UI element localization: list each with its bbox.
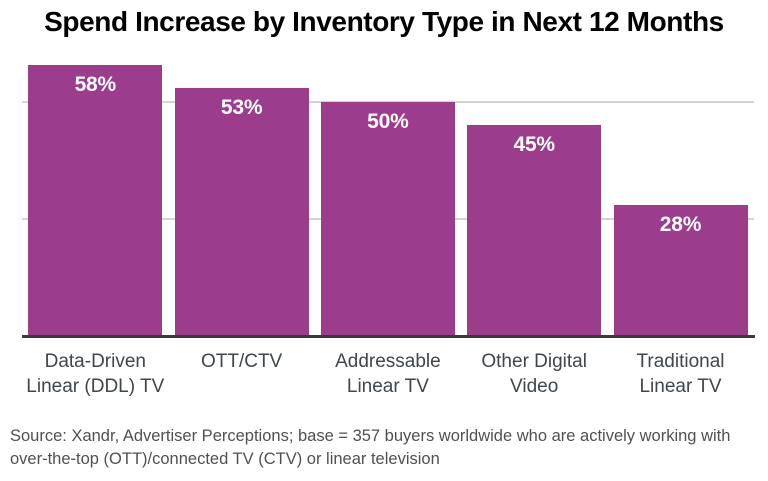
bar-2: 53% [174,87,309,336]
plot-area: 58% 53% 50% 45% 28% [22,60,754,336]
category-label-line: Traditional [636,351,725,372]
source-line-1: Source: Xandr, Advertiser Perceptions; b… [10,427,731,445]
category-label-line: Linear (DDL) TV [26,376,165,397]
category-label-line: OTT/CTV [200,351,283,372]
bar-value-label: 53% [220,95,263,119]
source-note: Source: Xandr, Advertiser Perceptions; b… [10,425,762,471]
bar-value-label: 45% [513,133,555,157]
category-label-line: Addressable [335,351,441,372]
category-label-line: Data-Driven [44,351,146,372]
bar-value-label: 50% [367,110,409,133]
category-label-1: Data-Driven Linear (DDL) TV [22,349,168,399]
chart-title: Spend Increase by Inventory Type in Next… [44,6,724,37]
bar-1: 58% [28,64,163,336]
bar-5: 28% [613,204,748,336]
x-axis-line [22,335,755,338]
category-label-2: OTT/CTV [169,349,315,374]
bar-4: 45% [467,125,602,336]
bar-value-label: 58% [74,72,117,96]
category-label-3: Addressable Linear TV [315,349,461,399]
category-label-5: Traditional Linear TV [608,349,754,399]
category-label-line: Linear TV [639,376,722,397]
x-axis-labels: Data-Driven Linear (DDL) TV OTT/CTV Address… [22,349,754,404]
bar-3: 50% [320,102,455,336]
category-label-line: Other Digital [481,351,587,372]
category-label-line: Linear TV [346,376,429,397]
bar-value-label: 28% [659,212,702,236]
category-label-line: Video [510,376,559,397]
source-line-2: over-the-top (OTT)/connected TV (CTV) or… [10,450,440,468]
category-label-4: Other Digital Video [461,349,607,399]
